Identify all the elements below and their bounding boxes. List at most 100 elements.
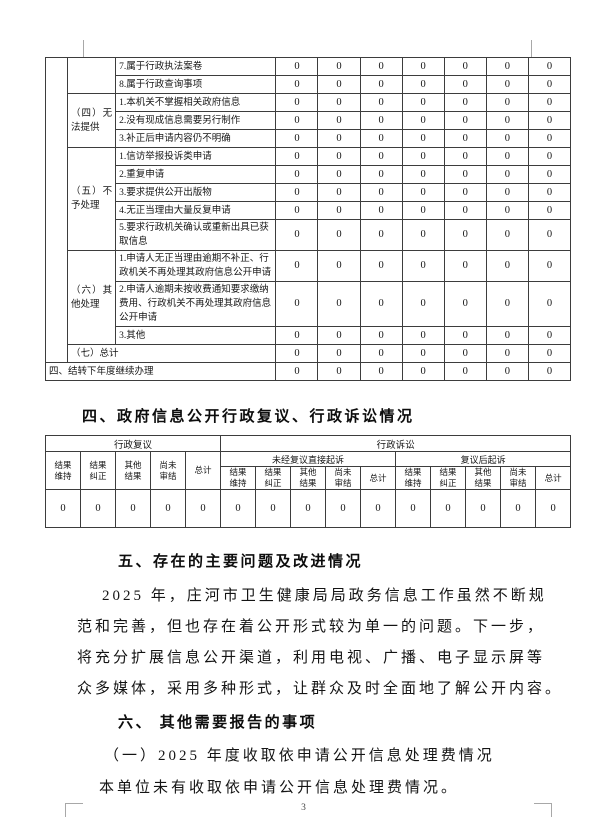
table2-leaf-row: 结果维持 结果纠正 其他结果 尚未审结 总计 结果维持 结果纠正 其他结果 尚未审结 总计	[46, 466, 572, 490]
value-cell: 0	[80, 489, 116, 528]
item-label-cell: 2.申请人逾期未按收费通知要求缴纳费用、行政机关不再处理其政府信息公开申请	[115, 281, 277, 327]
total-label-cell: （七）总计	[67, 344, 277, 363]
leaf-header-cell: 尚未审结	[500, 466, 537, 490]
paragraph-line: 将充分扩展信息公开渠道，利用电视、广播、电子显示屏等	[77, 650, 546, 666]
value-cell: 0	[359, 165, 403, 184]
value-cell: 0	[275, 219, 319, 251]
value-cell: 0	[359, 250, 403, 282]
table1-row: 3.其他 0 0 0 0 0 0 0	[46, 326, 572, 345]
leaf-header-text: 总计	[544, 472, 562, 483]
leaf-header-text: 其他结果	[124, 459, 142, 481]
value-cell: 0	[275, 93, 319, 112]
value-cell: 0	[443, 57, 487, 76]
value-cell: 0	[317, 362, 361, 381]
paragraph-line: 范和完善，但也存在着公开形式较为单一的问题。下一步，	[77, 619, 546, 635]
leaf-header-text: 总计	[369, 472, 387, 483]
value-cell: 0	[401, 165, 445, 184]
page-number: 3	[301, 803, 306, 813]
value-cell: 0	[317, 57, 361, 76]
merged-empty-cell	[44, 57, 69, 363]
leaf-header-cell: 其他结果	[465, 466, 502, 490]
leaf-header-text: 结果纠正	[89, 459, 107, 481]
leaf-header-cell: 结果纠正	[430, 466, 467, 490]
value-cell: 0	[527, 219, 572, 251]
leaf-header-text: 结果纠正	[264, 467, 282, 488]
value-cell: 0	[275, 201, 319, 220]
value-cell: 0	[485, 250, 529, 282]
value-cell: 0	[275, 326, 319, 345]
value-cell: 0	[359, 75, 403, 94]
value-cell: 0	[401, 93, 445, 112]
value-cell: 0	[527, 93, 572, 112]
item-label-cell: 2.重复申请	[115, 165, 277, 184]
table1-row: 7.属于行政执法案卷 0 0 0 0 0 0 0	[44, 57, 572, 363]
category-cell: （五）不予处理	[67, 147, 117, 251]
value-cell: 0	[359, 129, 403, 148]
value-cell: 0	[465, 489, 502, 528]
value-cell: 0	[527, 147, 572, 166]
value-cell: 0	[401, 362, 445, 381]
margin-mark-top-left	[83, 40, 84, 58]
value-cell: 0	[443, 201, 487, 220]
value-cell: 0	[150, 489, 186, 528]
value-cell: 0	[485, 165, 529, 184]
value-cell: 0	[395, 489, 432, 528]
table1-row: 2.申请人逾期未按收费通知要求缴纳费用、行政机关不再处理其政府信息公开申请 0 0 0…	[46, 281, 572, 327]
leaf-header-cell: 结果维持	[220, 466, 257, 490]
value-cell: 0	[527, 165, 572, 184]
leaf-header-cell: 总计	[184, 451, 222, 490]
value-cell: 0	[443, 75, 487, 94]
section6-title: 六、 其他需要报告的事项	[118, 714, 318, 731]
value-cell: 0	[275, 111, 319, 130]
item-label-cell: 1.申请人无正当理由逾期不补正、行政机关不再处理其政府信息公开申请	[115, 250, 277, 282]
table2-subgroup-row: 结果维持 结果纠正 其他结果 尚未审结 总计 未经复议直接起诉 复议后起诉	[45, 451, 572, 490]
value-cell: 0	[443, 129, 487, 148]
value-cell: 0	[317, 326, 361, 345]
value-cell: 0	[485, 344, 529, 363]
value-cell: 0	[527, 250, 572, 282]
value-cell: 0	[443, 219, 487, 251]
leaf-header-cell: 尚未审结	[150, 451, 186, 490]
section4-title: 四、政府信息公开行政复议、行政诉讼情况	[82, 408, 415, 425]
table1-row: 2.没有现成信息需要另行制作 0 0 0 0 0 0 0	[46, 111, 572, 130]
value-cell: 0	[317, 183, 361, 202]
margin-mark-top-right	[531, 40, 532, 58]
value-cell: 0	[527, 344, 572, 363]
value-cell: 0	[275, 165, 319, 184]
category-cell: （四）无法提供	[67, 93, 117, 148]
group-header-cell: 行政复议	[44, 435, 222, 452]
value-cell: 0	[275, 57, 319, 76]
item-label-cell: 7.属于行政执法案卷	[115, 57, 277, 76]
leaf-header-cell: 结果维持	[45, 451, 81, 490]
value-cell: 0	[317, 281, 361, 327]
item-label-cell: 1.本机关不掌握相关政府信息	[115, 93, 277, 112]
leaf-header-text: 尚未审结	[159, 459, 177, 481]
value-cell: 0	[359, 147, 403, 166]
request-processing-results-table: 7.属于行政执法案卷 0 0 0 0 0 0 0 8.属于行政查询事项 0 0 0 0 0 0 0 （四）无法提…	[44, 57, 572, 381]
value-cell: 0	[430, 489, 467, 528]
section6-line: 本单位未有收取依申请公开信息处理费情况。	[99, 780, 460, 796]
section5-title: 五、存在的主要问题及改进情况	[118, 553, 364, 570]
value-cell: 0	[443, 93, 487, 112]
margin-mark-bottom-right	[534, 803, 552, 817]
value-cell: 0	[275, 75, 319, 94]
section6-line: （一）2025 年度收取依申请公开信息处理费情况	[104, 748, 495, 764]
value-cell: 0	[359, 219, 403, 251]
item-label-cell: 4.无正当理由大量反复申请	[115, 201, 277, 220]
table1-total-row: （七）总计 0 0 0 0 0 0 0	[46, 344, 572, 363]
value-cell: 0	[443, 326, 487, 345]
value-cell: 0	[527, 326, 572, 345]
value-cell: 0	[275, 344, 319, 363]
value-cell: 0	[401, 57, 445, 76]
value-cell: 0	[527, 362, 572, 381]
value-cell: 0	[527, 75, 572, 94]
leaf-header-cell: 其他结果	[290, 466, 327, 490]
leaf-header-cell: 尚未审结	[325, 466, 362, 490]
value-cell: 0	[275, 281, 319, 327]
leaf-header-cell: 总计	[535, 466, 572, 490]
leaf-header-text: 尚未审结	[509, 467, 527, 488]
value-cell: 0	[359, 201, 403, 220]
margin-mark-bottom-left	[65, 803, 83, 817]
item-label-cell: 3.要求提供公开出版物	[115, 183, 277, 202]
value-cell: 0	[317, 147, 361, 166]
